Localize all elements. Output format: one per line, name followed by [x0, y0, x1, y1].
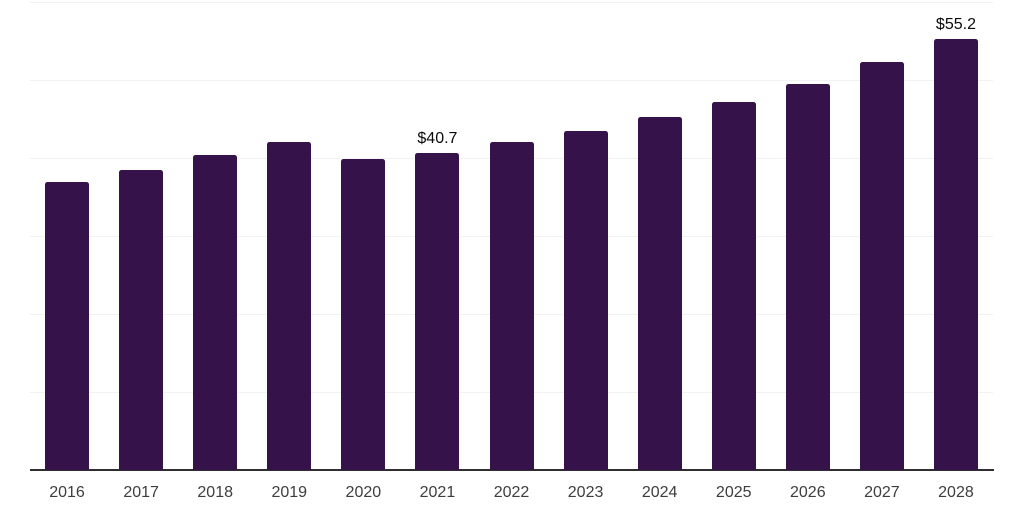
x-tick-2023: 2023 [567, 484, 604, 501]
gridline-50 [30, 80, 993, 81]
bar-2026[interactable] [785, 83, 830, 470]
bar-value-label-2021: $40.7 [417, 129, 458, 147]
bar-2018[interactable] [193, 154, 238, 470]
x-tick-2021: 2021 [419, 484, 456, 501]
x-tick-2026: 2026 [790, 484, 826, 501]
bar-2027[interactable] [859, 62, 904, 470]
bar-2019[interactable] [267, 141, 312, 470]
bar-2024[interactable] [637, 117, 682, 470]
x-tick-2016: 2016 [49, 484, 85, 501]
x-tick-2027: 2027 [864, 484, 900, 501]
x-tick-2025: 2025 [715, 484, 752, 501]
gridline-60 [30, 2, 993, 3]
bar-2023[interactable] [563, 131, 608, 470]
bar-2025[interactable] [711, 101, 756, 470]
bar-2022[interactable] [489, 142, 534, 470]
x-tick-2022: 2022 [493, 484, 530, 501]
x-tick-2018: 2018 [197, 484, 233, 501]
bar-2016[interactable] [45, 182, 90, 470]
bar-2028[interactable] [933, 39, 978, 470]
x-axis-line [30, 469, 994, 471]
x-tick-2017: 2017 [123, 484, 159, 501]
x-tick-2028: 2028 [938, 484, 974, 501]
x-tick-2019: 2019 [271, 484, 308, 501]
bar-2017[interactable] [119, 170, 164, 470]
bar-2020[interactable] [341, 158, 386, 470]
bar-2021[interactable] [415, 152, 460, 470]
bar-value-label-2028: $55.2 [935, 16, 976, 34]
x-tick-2024: 2024 [641, 484, 678, 501]
x-tick-2020: 2020 [345, 484, 382, 501]
